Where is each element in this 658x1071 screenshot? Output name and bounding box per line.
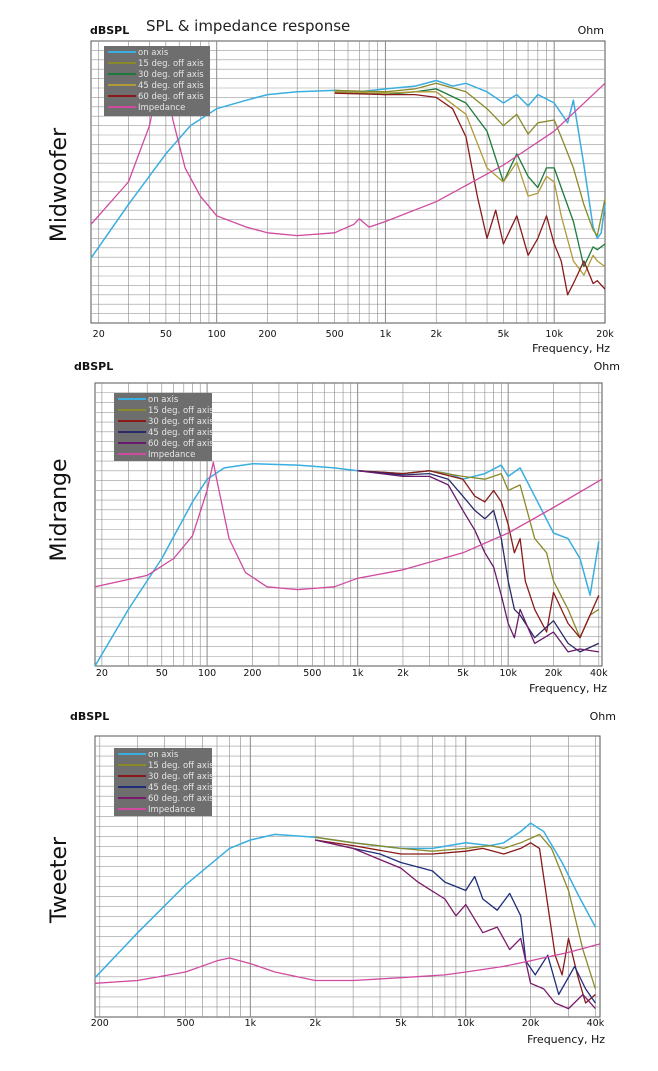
x-tick-label: 100 [198, 668, 216, 679]
series-line-4 [315, 839, 596, 1010]
chart-side-label: Midrange [47, 458, 72, 561]
series-line-2 [357, 470, 600, 639]
x-tick-label: 5k [457, 668, 469, 679]
y-axis-left-label: dBSPL [90, 24, 129, 37]
legend-entry: 15 deg. off axis [148, 761, 214, 771]
legend-entry: 30 deg. off axis [138, 70, 204, 80]
legend-box [114, 393, 212, 461]
legend-entry: 15 deg. off axis [138, 59, 204, 69]
page-title: SPL & impedance response [146, 17, 350, 35]
y-axis-right-label: Ohm [594, 360, 620, 373]
x-tick-label: 20k [545, 668, 563, 679]
x-tick-label: 5k [498, 329, 510, 340]
legend-entry: 45 deg. off axis [138, 81, 204, 91]
x-tick-label: 20k [522, 1018, 540, 1029]
legend-entry: 30 deg. off axis [148, 417, 214, 427]
x-tick-label: 10k [499, 668, 517, 679]
legend-entry: 60 deg. off axis [138, 92, 204, 102]
y-axis-right-label: Ohm [578, 24, 604, 37]
x-tick-label: 100 [208, 329, 226, 340]
legend-entry: on axis [148, 395, 179, 405]
legend-entry: 60 deg. off axis [148, 794, 214, 804]
x-tick-label: 1k [352, 668, 364, 679]
series-line-1 [334, 82, 606, 237]
series-line-5 [94, 943, 601, 984]
series-line-0 [90, 79, 606, 259]
y-axis-left-label: dBSPL [70, 710, 109, 723]
x-tick-label: 20 [96, 668, 108, 679]
x-tick-label: 40k [590, 668, 608, 679]
legend-entry: on axis [148, 750, 179, 760]
x-tick-label: 1k [380, 329, 392, 340]
x-axis-label: Frequency, Hz [529, 682, 607, 695]
x-tick-label: 5k [395, 1018, 407, 1029]
x-tick-label: 500 [176, 1018, 194, 1029]
x-tick-label: 500 [326, 329, 344, 340]
legend-entry: 45 deg. off axis [148, 783, 214, 793]
x-tick-label: 20k [596, 329, 614, 340]
x-tick-label: 2k [430, 329, 442, 340]
series-line-1 [357, 470, 600, 639]
x-tick-label: 1k [245, 1018, 257, 1029]
series-line-0 [94, 822, 597, 979]
x-axis-label: Frequency, Hz [532, 342, 610, 355]
series-line-3 [315, 839, 596, 1004]
legend-entry: Impedance [148, 805, 195, 815]
x-tick-label: 10k [545, 329, 563, 340]
x-tick-label: 500 [303, 668, 321, 679]
y-axis-left-label: dBSPL [74, 360, 113, 373]
x-tick-label: 50 [160, 329, 172, 340]
legend-entry: on axis [138, 48, 169, 58]
series-line-3 [334, 91, 606, 276]
x-tick-label: 10k [457, 1018, 475, 1029]
x-tick-label: 2k [309, 1018, 321, 1029]
legend-box [104, 46, 210, 116]
x-tick-label: 40k [587, 1018, 605, 1029]
series-line-4 [357, 470, 599, 653]
x-axis-label: Frequency, Hz [527, 1033, 605, 1046]
x-tick-label: 50 [156, 668, 168, 679]
legend-entry: 30 deg. off axis [148, 772, 214, 782]
x-tick-label: 20 [93, 329, 105, 340]
x-tick-label: 200 [258, 329, 276, 340]
legend-box [114, 748, 212, 816]
series-line-4 [334, 92, 606, 296]
chart-0: dBSPL Ohm Frequency, Hz Midwoofer 20 50 100 200… [47, 24, 614, 355]
legend-entry: 15 deg. off axis [148, 406, 214, 416]
x-tick-label: 200 [243, 668, 261, 679]
y-axis-right-label: Ohm [590, 710, 616, 723]
x-tick-label: 200 [91, 1018, 109, 1029]
chart-side-label: Tweeter [47, 836, 72, 924]
legend-entry: 45 deg. off axis [148, 428, 214, 438]
legend-entry: Impedance [138, 103, 185, 113]
series-line-5 [94, 461, 603, 591]
series-line-3 [357, 470, 600, 653]
legend-entry: Impedance [148, 450, 195, 460]
chart-1: dBSPL Ohm Frequency, Hz Midrange 20 50 100 200 5… [47, 360, 620, 695]
series-line-2 [315, 839, 596, 1004]
x-tick-label: 2k [397, 668, 409, 679]
chart-side-label: Midwoofer [47, 127, 72, 242]
series-line-1 [315, 833, 597, 990]
legend-entry: 60 deg. off axis [148, 439, 214, 449]
chart-2: dBSPL Ohm Frequency, Hz Tweeter 200 500 1k 2k 5k… [47, 710, 616, 1046]
